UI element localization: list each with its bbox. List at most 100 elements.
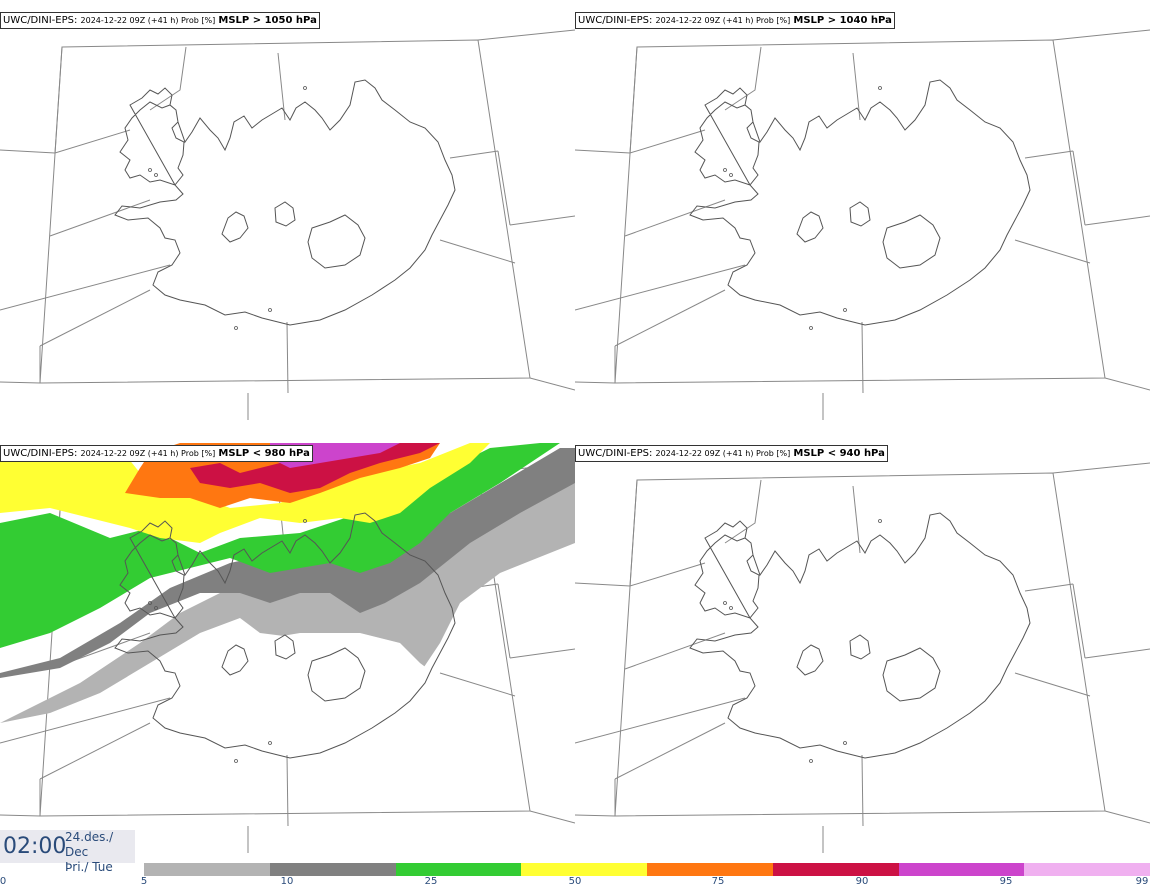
grid-line bbox=[0, 129, 131, 154]
grid-line bbox=[0, 814, 41, 817]
colorbar-tick-label: 5 bbox=[140, 876, 148, 887]
lake-outline bbox=[882, 214, 941, 269]
probability-band bbox=[0, 483, 575, 723]
grid-line bbox=[497, 583, 511, 659]
map-canvas bbox=[0, 443, 575, 853]
colorbar-segment bbox=[144, 863, 270, 876]
grid-line bbox=[439, 239, 516, 264]
lake-outline bbox=[796, 644, 824, 676]
grid-line bbox=[724, 479, 762, 544]
grid-line bbox=[1104, 810, 1150, 824]
colorbar-tick-label: 95 bbox=[999, 876, 1013, 887]
lake-outline bbox=[849, 634, 871, 660]
colorbar-tick-label: 75 bbox=[711, 876, 725, 887]
lake-outline bbox=[274, 634, 296, 660]
graticule bbox=[575, 29, 1150, 420]
grid-line bbox=[614, 289, 726, 347]
colorbar-tick-label: 99 bbox=[1135, 876, 1149, 887]
colorbar-segment bbox=[898, 863, 1025, 876]
islet bbox=[809, 759, 813, 763]
grid-line bbox=[1014, 672, 1091, 697]
colorbar-segment bbox=[1024, 863, 1150, 876]
grid-line bbox=[497, 150, 511, 226]
grid-line bbox=[286, 321, 289, 394]
run-info: 2024-12-22 09Z (+41 h) Prob [%] bbox=[80, 449, 216, 458]
iceland-coastline bbox=[689, 79, 1031, 326]
grid-line bbox=[1052, 29, 1150, 41]
grid-line bbox=[529, 377, 575, 391]
grid-line bbox=[449, 150, 499, 159]
map-panel-mslp-gt-1050: UWC/DINI-EPS: 2024-12-22 09Z (+41 h) Pro… bbox=[0, 10, 575, 442]
grid-line bbox=[1084, 648, 1150, 659]
grid-line bbox=[575, 381, 616, 384]
valid-date: 24.des./ Dec Þri./ Tue bbox=[65, 830, 135, 875]
grid-line bbox=[575, 129, 706, 154]
grid-line bbox=[1024, 150, 1074, 159]
iceland-coastline bbox=[114, 79, 456, 326]
islet bbox=[843, 308, 847, 312]
map-panel-mslp-gt-1040: UWC/DINI-EPS: 2024-12-22 09Z (+41 h) Pro… bbox=[575, 10, 1150, 442]
lake-outline bbox=[849, 201, 871, 227]
islet bbox=[723, 168, 727, 172]
run-info: 2024-12-22 09Z (+41 h) Prob [%] bbox=[655, 16, 791, 25]
grid-line bbox=[575, 264, 746, 311]
grid-line bbox=[39, 722, 151, 780]
run-info: 2024-12-22 09Z (+41 h) Prob [%] bbox=[80, 16, 216, 25]
probability-band bbox=[0, 443, 490, 543]
panel-title: UWC/DINI-EPS: 2024-12-22 09Z (+41 h) Pro… bbox=[575, 12, 895, 29]
colorbar-tick-label: 50 bbox=[568, 876, 582, 887]
islet bbox=[154, 173, 158, 177]
coastline bbox=[114, 512, 456, 763]
grid-line bbox=[614, 39, 1106, 384]
lake-outline bbox=[221, 644, 249, 676]
model-source: UWC/DINI-EPS bbox=[578, 448, 649, 459]
grid-line bbox=[149, 46, 187, 111]
iceland-coastline bbox=[114, 512, 456, 759]
grid-line bbox=[629, 479, 638, 587]
islet bbox=[843, 741, 847, 745]
islet bbox=[303, 86, 307, 90]
grid-line bbox=[724, 46, 762, 111]
islet bbox=[268, 308, 272, 312]
graticule bbox=[0, 29, 575, 420]
lake-outline bbox=[882, 647, 941, 702]
islet bbox=[729, 606, 733, 610]
islet bbox=[268, 741, 272, 745]
grid-line bbox=[861, 754, 864, 827]
grid-line bbox=[286, 754, 289, 827]
islet bbox=[723, 601, 727, 605]
colorbar-segment bbox=[269, 863, 396, 876]
run-info: 2024-12-22 09Z (+41 h) Prob [%] bbox=[655, 449, 791, 458]
grid-line bbox=[575, 562, 706, 587]
variable-label: MSLP < 980 hPa bbox=[218, 448, 310, 459]
map-canvas bbox=[575, 29, 1150, 420]
model-source: UWC/DINI-EPS bbox=[3, 448, 74, 459]
grid-line bbox=[624, 199, 726, 237]
islet bbox=[148, 601, 152, 605]
map-panel-mslp-lt-980: UWC/DINI-EPS: 2024-12-22 09Z (+41 h) Pro… bbox=[0, 443, 575, 875]
islet bbox=[878, 519, 882, 523]
coastline bbox=[114, 79, 456, 330]
grid-line bbox=[575, 814, 616, 817]
grid-line bbox=[49, 199, 151, 237]
colorbar-segment bbox=[521, 863, 647, 876]
lake-outline bbox=[274, 201, 296, 227]
islet bbox=[729, 173, 733, 177]
grid-line bbox=[477, 29, 575, 41]
model-source: UWC/DINI-EPS bbox=[578, 15, 649, 26]
grid-line bbox=[1072, 150, 1086, 226]
map-canvas bbox=[575, 462, 1150, 853]
grid-line bbox=[1072, 583, 1086, 659]
grid-line bbox=[1052, 462, 1150, 474]
grid-line bbox=[509, 648, 575, 659]
grid-line bbox=[852, 485, 861, 554]
grid-line bbox=[0, 264, 171, 311]
islet bbox=[234, 759, 238, 763]
valid-time: 02:00 bbox=[3, 834, 67, 859]
lake-outline bbox=[307, 214, 366, 269]
date-line-2: Þri./ Tue bbox=[65, 860, 113, 874]
grid-line bbox=[439, 672, 516, 697]
panel-title: UWC/DINI-EPS: 2024-12-22 09Z (+41 h) Pro… bbox=[0, 12, 320, 29]
lake-outline bbox=[221, 211, 249, 243]
grid-line bbox=[614, 722, 726, 780]
